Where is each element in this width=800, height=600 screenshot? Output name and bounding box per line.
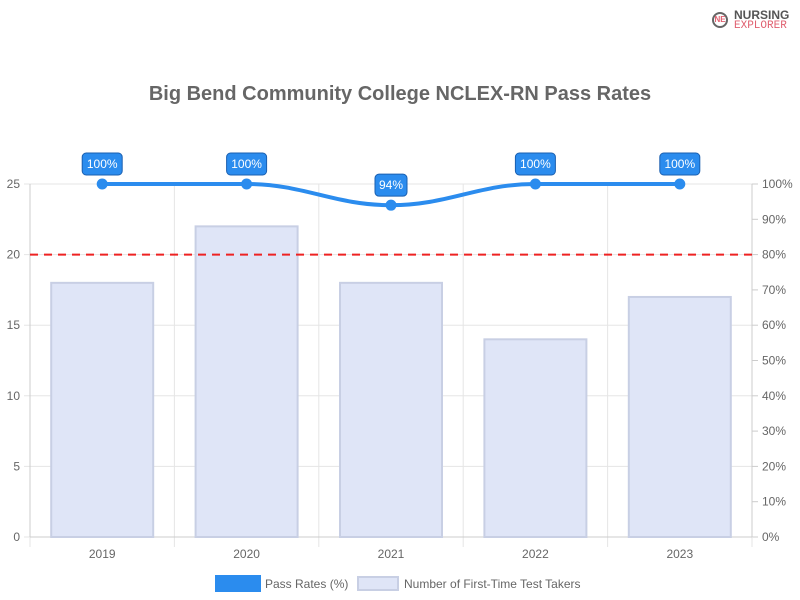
x-tick: 2019 xyxy=(89,547,116,561)
y-left-tick: 25 xyxy=(7,177,21,191)
x-tick: 2022 xyxy=(522,547,549,561)
y-left-tick: 0 xyxy=(13,530,20,544)
data-label: 94% xyxy=(379,178,403,192)
y-right-tick: 10% xyxy=(762,495,786,509)
legend-swatch-pass-rates xyxy=(215,575,261,592)
y-left-tick: 10 xyxy=(7,389,21,403)
bar-2022 xyxy=(483,338,588,538)
bar-2019 xyxy=(50,281,155,538)
y-left-tick: 5 xyxy=(13,459,20,473)
bar-2021 xyxy=(339,281,443,538)
y-right-tick: 30% xyxy=(762,424,786,438)
y-right-tick: 20% xyxy=(762,459,786,473)
y-right-tick: 100% xyxy=(762,177,793,191)
y-right-tick: 90% xyxy=(762,212,786,226)
y-left-tick: 15 xyxy=(7,318,21,332)
pass-rate-point-2019 xyxy=(96,178,108,190)
legend-label-pass-rates: Pass Rates (%) xyxy=(265,577,348,591)
data-label: 100% xyxy=(664,157,695,171)
data-label-box xyxy=(659,152,701,176)
y-right-tick: 70% xyxy=(762,283,786,297)
legend-label-test-takers: Number of First-Time Test Takers xyxy=(404,577,580,591)
data-label-box xyxy=(514,152,556,176)
x-tick: 2023 xyxy=(666,547,693,561)
data-label: 100% xyxy=(520,157,551,171)
logo-line2: EXPLORER xyxy=(734,20,787,32)
x-tick: 2021 xyxy=(378,547,405,561)
pass-rate-point-2022 xyxy=(529,178,541,190)
data-label-box xyxy=(226,152,268,176)
y-right-tick: 80% xyxy=(762,248,786,262)
y-right-tick: 0% xyxy=(762,530,780,544)
data-label: 100% xyxy=(87,157,118,171)
data-label-box xyxy=(374,173,408,197)
y-right-tick: 40% xyxy=(762,389,786,403)
y-left-tick: 20 xyxy=(7,248,21,262)
x-tick: 2020 xyxy=(233,547,260,561)
logo-line1: NURSING xyxy=(734,8,790,22)
logo-icon: NE xyxy=(712,12,728,28)
pass-rate-point-2020 xyxy=(241,178,253,190)
y-right-tick: 60% xyxy=(762,318,786,332)
data-label: 100% xyxy=(231,157,262,171)
bar-2023 xyxy=(627,295,732,538)
chart-title: Big Bend Community College NCLEX-RN Pass… xyxy=(149,83,651,105)
bar-2020 xyxy=(194,225,299,539)
nursing-explorer-logo: NE NURSING EXPLORER xyxy=(710,8,795,34)
data-label-box xyxy=(81,152,123,176)
pass-rate-point-2021 xyxy=(385,199,397,211)
legend-swatch-test-takers xyxy=(357,576,399,591)
pass-rate-point-2023 xyxy=(674,178,686,190)
y-right-tick: 50% xyxy=(762,354,786,368)
